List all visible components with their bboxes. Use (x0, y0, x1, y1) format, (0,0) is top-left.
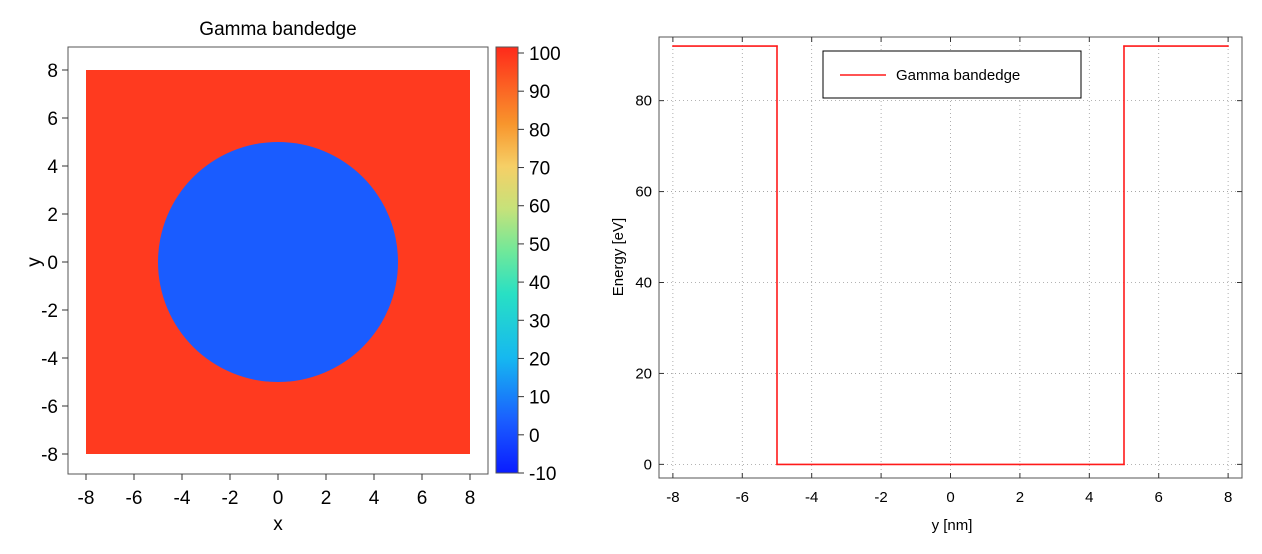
heatmap-x-tick-label: 0 (273, 488, 284, 509)
colorbar-tick-label: 30 (529, 311, 550, 332)
colorbar-tick-label: 0 (529, 426, 540, 447)
line-x-tick-label: 4 (1085, 489, 1093, 506)
heatmap-y-label: y (24, 257, 45, 267)
heatmap-x-tick-label: -2 (222, 488, 239, 509)
heatmap-y-tick-label: 4 (47, 157, 58, 178)
heatmap-x-ticks: -8 -6 -4 -2 0 2 4 6 8 (78, 474, 476, 509)
heatmap-title: Gamma bandedge (199, 19, 356, 40)
heatmap-y-tick-label: -4 (41, 349, 58, 370)
line-x-tick-label: 2 (1016, 489, 1024, 506)
heatmap-y-tick-label: -8 (41, 445, 58, 466)
heatmap-x-tick-label: 8 (465, 488, 476, 509)
line-y-label: Energy [eV] (610, 218, 627, 296)
legend: Gamma bandedge (822, 50, 1082, 99)
line-series-point (1123, 463, 1125, 466)
line-x-tick-label: 6 (1155, 489, 1163, 506)
line-series-point (1123, 45, 1125, 47)
line-y-tick-label: 20 (635, 365, 652, 382)
colorbar-frame (495, 46, 519, 474)
heatmap-y-ticks: -8 -6 -4 -2 0 2 4 6 8 (41, 61, 68, 466)
heatmap-x-tick-label: 6 (417, 488, 428, 509)
line-x-tick-label: 8 (1224, 489, 1232, 506)
line-y-ticks: 0 20 40 60 80 (635, 93, 1242, 473)
heatmap-x-tick-label: -4 (174, 488, 191, 509)
line-panel: -8 -6 -4 -2 0 2 4 6 8 0 20 40 60 80 Gamma bandedge y… (610, 36, 1243, 534)
line-series-point (776, 45, 778, 47)
line-series-point (1227, 45, 1229, 47)
colorbar-tick-label: 70 (529, 159, 550, 180)
line-grid (659, 37, 1242, 478)
line-y-tick-label: 0 (644, 456, 652, 473)
colorbar-tick-label: 40 (529, 273, 550, 294)
heatmap-x-tick-label: 2 (321, 488, 332, 509)
colorbar-ticks: -10 0 10 20 30 40 50 60 70 80 90 100 (518, 44, 561, 485)
colorbar-tick-label: -10 (529, 464, 556, 485)
colorbar-tick-label: 60 (529, 197, 550, 218)
heatmap-inner-disk (158, 142, 398, 382)
line-series (672, 45, 1229, 466)
colorbar-tick-label: 10 (529, 388, 550, 409)
colorbar (496, 47, 518, 473)
line-x-label: y [nm] (932, 517, 973, 534)
line-x-tick-label: -8 (666, 489, 679, 506)
colorbar-tick-label: 90 (529, 82, 550, 103)
line-y-tick-label: 60 (635, 184, 652, 201)
heatmap-panel: Gamma bandedge -8 -6 -4 -2 0 2 4 6 8 -8 -6 -4 -2 0 2 4… (24, 19, 561, 535)
line-x-tick-label: -6 (736, 489, 749, 506)
colorbar-tick-label: 80 (529, 120, 550, 141)
heatmap-x-tick-label: -8 (78, 488, 95, 509)
colorbar-tick-label: 50 (529, 235, 550, 256)
heatmap-y-tick-label: -6 (41, 397, 58, 418)
colorbar-tick-label: 20 (529, 349, 550, 370)
line-series-group (672, 45, 1229, 466)
heatmap-y-tick-label: 6 (47, 109, 58, 130)
legend-label: Gamma bandedge (896, 67, 1020, 84)
line-series-point (672, 45, 674, 47)
heatmap-y-tick-label: -2 (41, 301, 58, 322)
heatmap-x-tick-label: -6 (126, 488, 143, 509)
heatmap-y-tick-label: 2 (47, 205, 58, 226)
line-x-tick-label: -4 (805, 489, 818, 506)
heatmap-x-label: x (273, 514, 283, 535)
line-y-tick-label: 40 (635, 275, 652, 292)
heatmap-y-tick-label: 0 (47, 253, 58, 274)
heatmap-x-tick-label: 4 (369, 488, 380, 509)
colorbar-tick-label: 100 (529, 44, 561, 65)
heatmap-y-tick-label: 8 (47, 61, 58, 82)
line-x-tick-label: 0 (946, 489, 954, 506)
line-x-tick-label: -2 (874, 489, 887, 506)
line-x-ticks: -8 -6 -4 -2 0 2 4 6 8 (666, 37, 1232, 506)
line-y-tick-label: 80 (635, 93, 652, 110)
line-series-point (776, 463, 778, 466)
